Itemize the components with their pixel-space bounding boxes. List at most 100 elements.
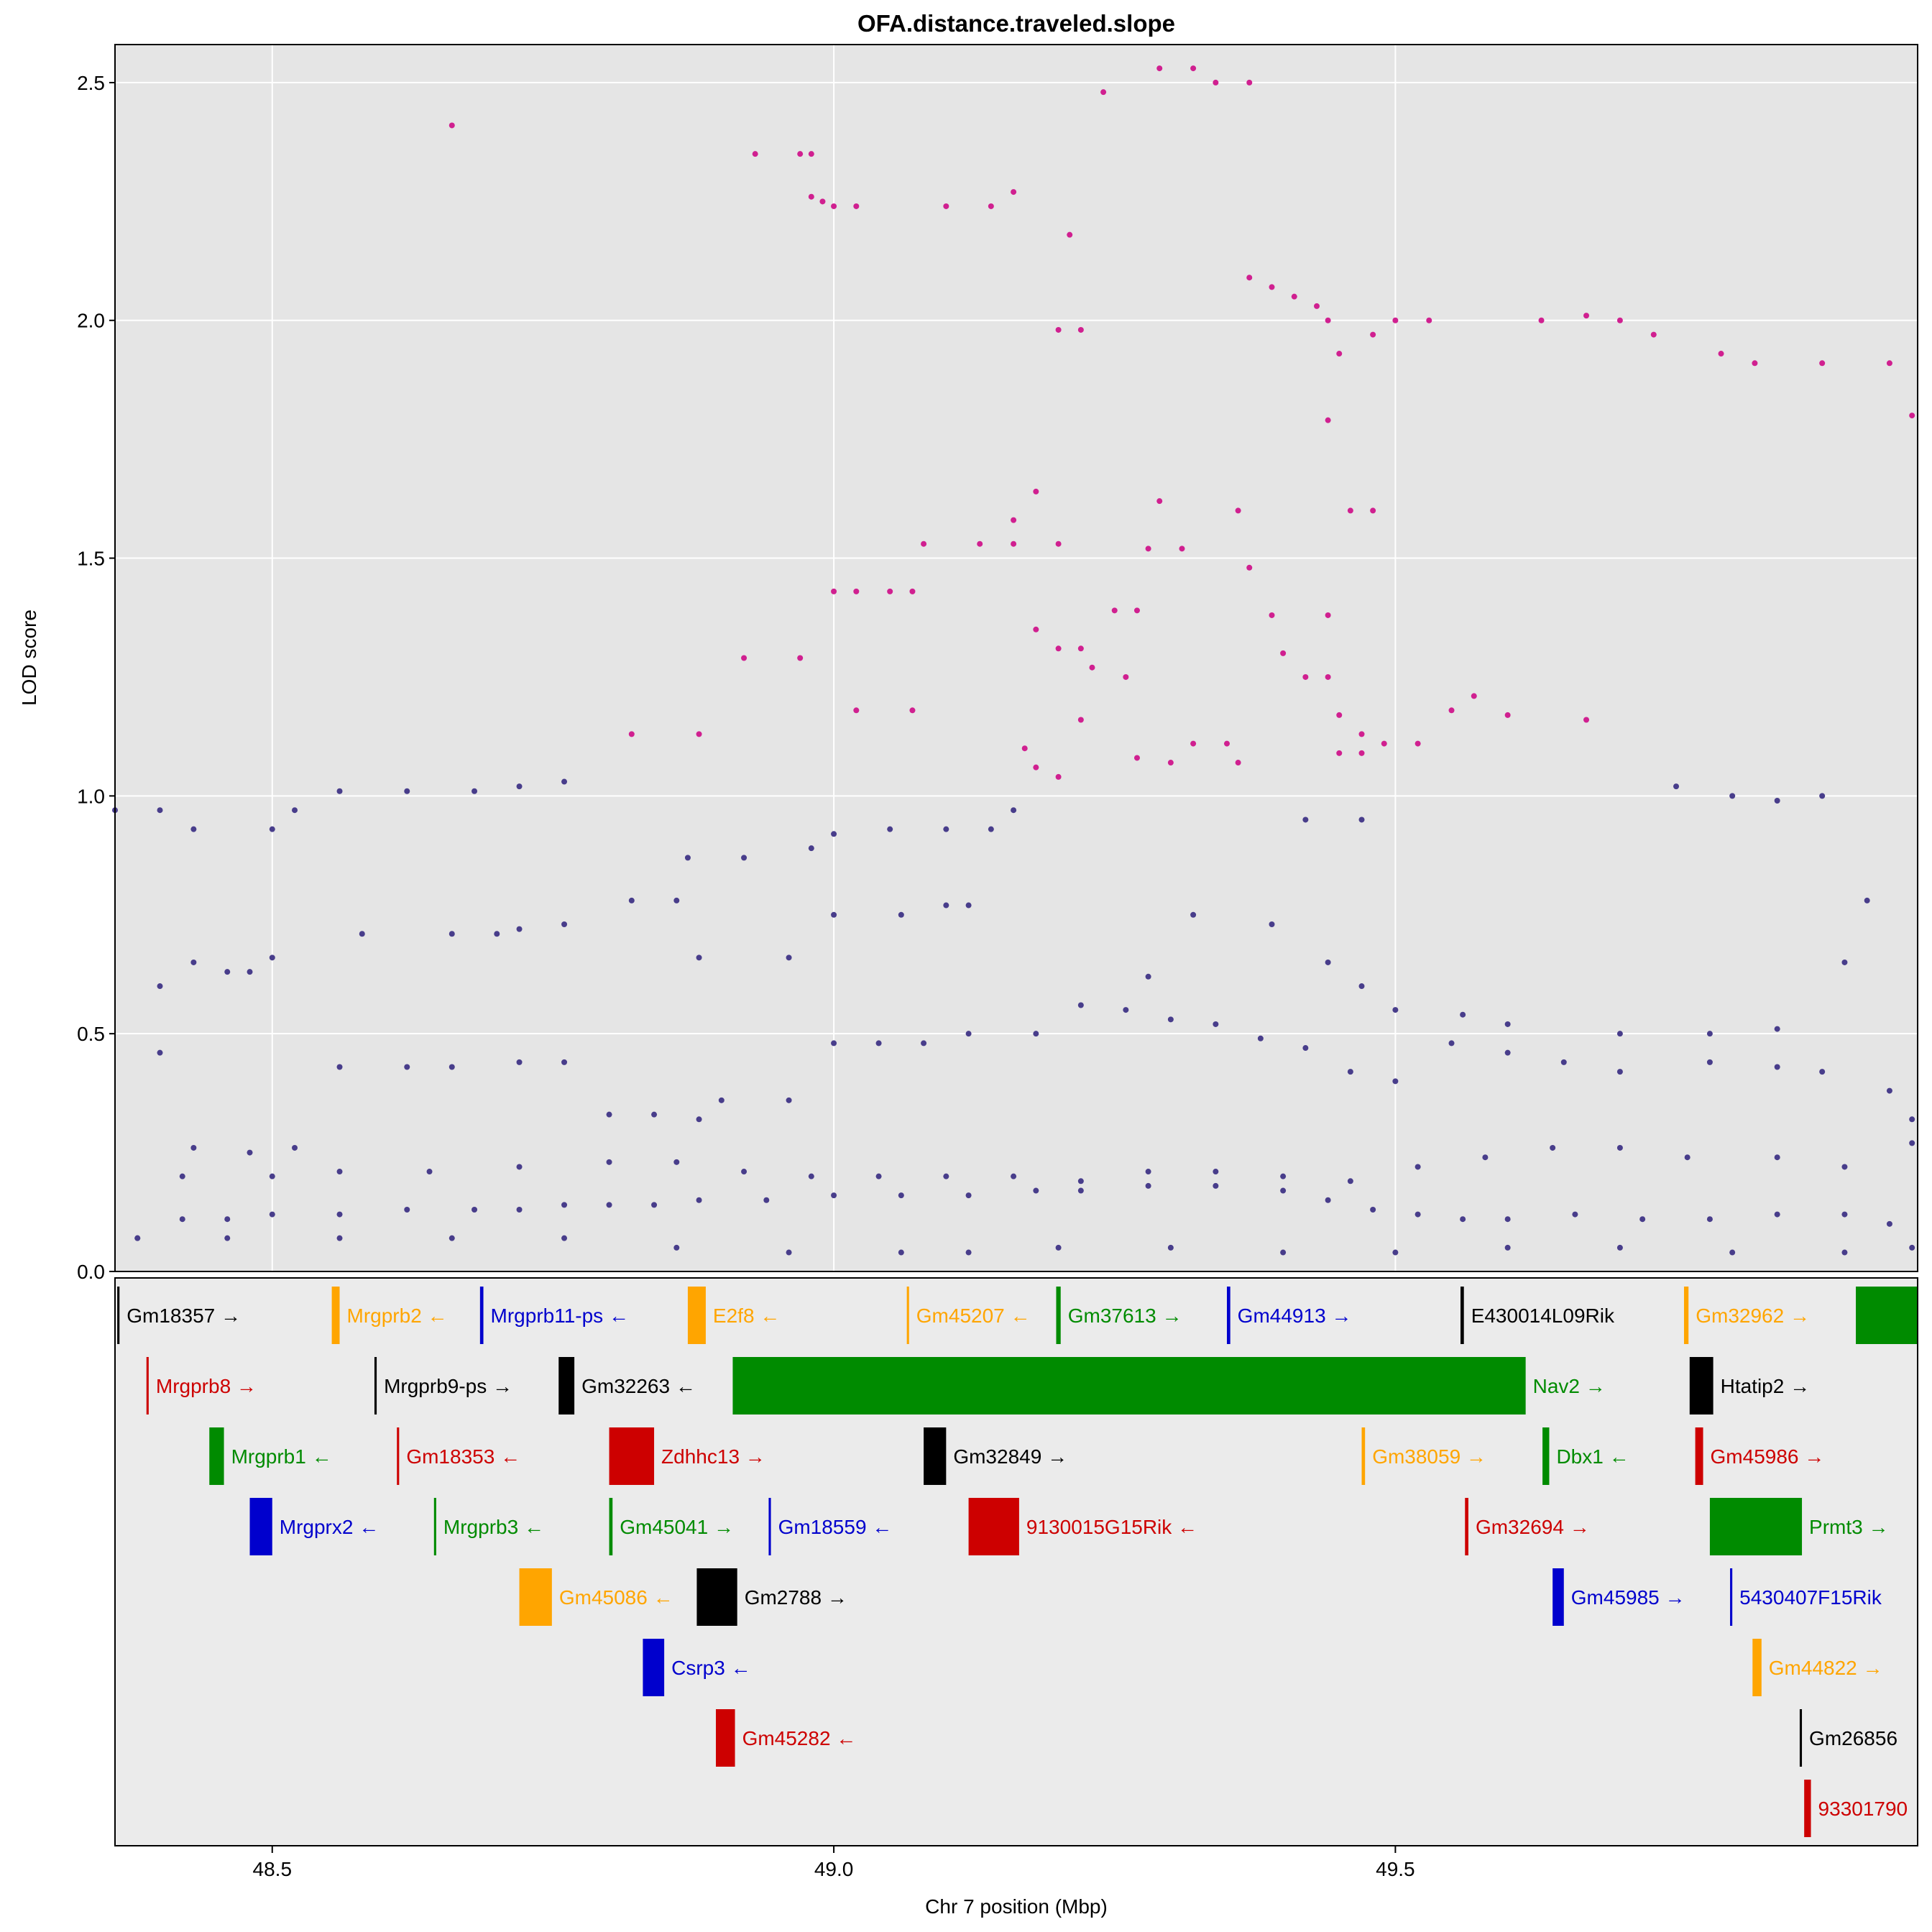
snp-point <box>1504 1049 1511 1056</box>
top-snp-point <box>831 203 837 209</box>
snp-point <box>1819 793 1826 799</box>
snp-point <box>1774 797 1780 804</box>
y-tick-label: 2.5 <box>77 72 105 94</box>
snp-point <box>516 783 523 790</box>
top-snp-point <box>887 588 893 594</box>
snp-point <box>157 983 163 990</box>
gene-label: Dbx1 ← <box>1556 1445 1629 1468</box>
gene-label: E2f8 ← <box>713 1305 780 1327</box>
snp-point <box>1370 1206 1376 1213</box>
top-snp-point <box>853 588 860 594</box>
gene-label: Gm2788 → <box>745 1586 847 1609</box>
snp-point <box>472 788 478 794</box>
top-snp-point <box>1077 326 1084 333</box>
snp-point <box>628 897 635 903</box>
gene-bar <box>732 1357 1526 1414</box>
snp-point <box>561 921 568 928</box>
top-snp-point <box>448 122 455 129</box>
snp-point <box>1673 783 1680 790</box>
snp-point <box>1841 1249 1848 1256</box>
top-snp-point <box>1325 612 1331 618</box>
snp-point <box>606 1202 612 1208</box>
top-snp-point <box>1269 284 1275 290</box>
snp-point <box>606 1159 612 1165</box>
snp-point <box>516 1206 523 1213</box>
snp-point <box>1145 973 1151 980</box>
snp-point <box>179 1216 185 1223</box>
top-snp-point <box>1223 740 1230 747</box>
top-snp-point <box>1886 360 1892 367</box>
gene-label: Gm45282 ← <box>742 1727 857 1749</box>
top-snp-point <box>1538 317 1545 323</box>
top-snp-point <box>1471 693 1477 699</box>
snp-point <box>1325 959 1331 965</box>
snp-point <box>1550 1144 1556 1151</box>
snp-point <box>1706 1031 1713 1037</box>
snp-point <box>1269 921 1275 928</box>
snp-point <box>516 926 523 932</box>
top-snp-point <box>1347 507 1353 514</box>
snp-point <box>1560 1059 1567 1065</box>
gene-bar <box>331 1287 340 1344</box>
top-snp-point <box>1909 413 1915 419</box>
snp-point <box>404 1064 410 1070</box>
gene-bar <box>1226 1287 1230 1344</box>
gene-bar <box>1804 1780 1811 1837</box>
top-snp-point <box>1123 673 1129 680</box>
gene-bar <box>374 1357 377 1414</box>
gene-label: Csrp3 ← <box>671 1657 750 1679</box>
snp-point <box>1729 793 1736 799</box>
snp-point <box>1213 1021 1219 1027</box>
snp-point <box>921 1040 927 1046</box>
snp-point <box>1616 1069 1623 1075</box>
y-axis-ticks: 0.0 0.5 1.0 1.5 2.0 2.5 <box>77 72 115 1283</box>
top-snp-point <box>909 588 916 594</box>
snp-point <box>269 954 275 961</box>
gene-bar <box>924 1427 947 1485</box>
snp-point <box>673 1159 680 1165</box>
top-snp-point <box>1370 507 1376 514</box>
top-snp-point <box>1650 331 1657 338</box>
top-snp-point <box>1089 664 1095 671</box>
y-tick-label: 0.0 <box>77 1261 105 1283</box>
snp-point <box>763 1197 770 1203</box>
snp-point <box>651 1111 658 1118</box>
snp-point <box>224 969 231 975</box>
snp-point <box>190 826 197 832</box>
gene-label: Gm45041 → <box>620 1516 734 1538</box>
snp-point <box>1167 1016 1174 1023</box>
lod-panel-background <box>115 45 1918 1271</box>
gene-bar <box>1689 1357 1714 1414</box>
top-snp-point <box>1336 712 1343 718</box>
top-snp-point <box>1448 707 1455 714</box>
snp-point <box>561 1235 568 1241</box>
top-snp-point <box>1011 189 1017 196</box>
snp-point <box>875 1173 882 1179</box>
snp-point <box>651 1202 658 1208</box>
gene-label: Gm18353 ← <box>406 1445 520 1468</box>
snp-point <box>1280 1187 1287 1194</box>
gene-bar <box>1683 1287 1689 1344</box>
chart-title: OFA.distance.traveled.slope <box>857 10 1175 37</box>
top-snp-point <box>1055 326 1062 333</box>
gene-label: 5430407F15Rik <box>1739 1586 1882 1609</box>
top-snp-point <box>831 588 837 594</box>
gene-label: E430014L09Rik <box>1471 1305 1615 1327</box>
top-snp-point <box>988 203 994 209</box>
snp-point <box>808 1173 814 1179</box>
gene-bar <box>968 1498 1019 1555</box>
snp-point <box>1460 1011 1466 1018</box>
top-snp-point <box>1100 89 1107 96</box>
snp-point <box>1033 1187 1039 1194</box>
gene-label: Gm18559 ← <box>778 1516 893 1538</box>
snp-point <box>808 845 814 852</box>
gene-bar <box>479 1287 484 1344</box>
snp-point <box>1213 1182 1219 1189</box>
gene-panel-border <box>114 1277 1918 1846</box>
x-tick-label: 48.5 <box>253 1858 293 1880</box>
snp-point <box>1145 1182 1151 1189</box>
gene-label: Gm37613 → <box>1068 1305 1182 1327</box>
snp-point <box>1774 1211 1780 1218</box>
top-snp-point <box>1246 79 1253 86</box>
top-snp-point <box>1055 645 1062 652</box>
